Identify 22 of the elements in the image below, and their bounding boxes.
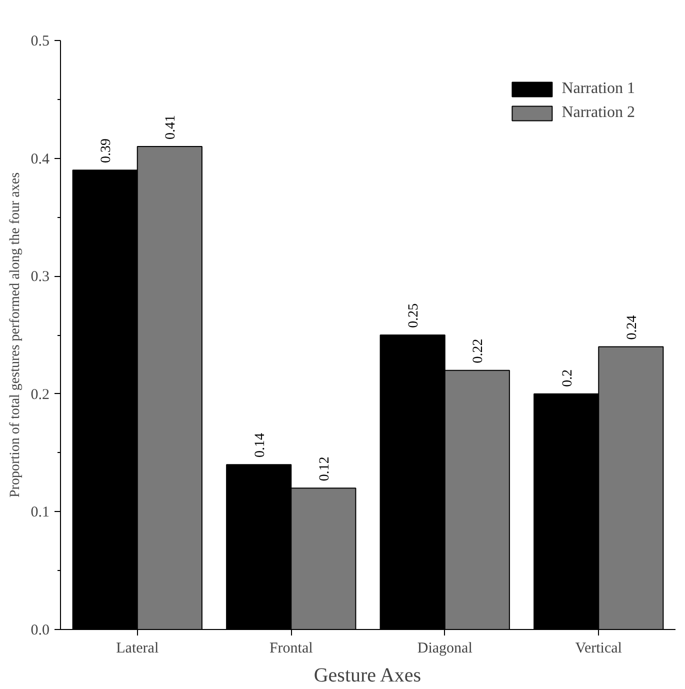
data-label: 0.39 (99, 138, 114, 164)
data-label: 0.12 (317, 456, 332, 482)
x-tick-label: Diagonal (417, 640, 472, 656)
y-tick-label: 0.1 (30, 504, 50, 521)
y-tick-label: 0.0 (30, 622, 50, 638)
data-label: 0.14 (252, 433, 268, 458)
data-label: 0.24 (624, 315, 640, 340)
x-tick-label: Lateral (116, 640, 159, 656)
data-label: 0.25 (406, 303, 422, 328)
y-tick-label: 0.5 (30, 34, 50, 50)
legend-label: Narration 2 (562, 104, 635, 122)
x-tick-label: Frontal (269, 640, 313, 656)
y-tick-label: 0.3 (30, 269, 50, 286)
y-tick-label: 0.4 (30, 151, 50, 168)
x-axis-title: Gesture Axes (314, 664, 422, 686)
x-tick-label: Vertical (575, 640, 622, 656)
data-label: 0.22 (471, 338, 486, 364)
data-label: 0.2 (560, 369, 576, 387)
y-tick-label: 0.2 (30, 386, 50, 403)
data-label: 0.41 (164, 114, 179, 140)
y-axis-title: Proportion of total gestures performed along the four axes (8, 172, 23, 498)
legend-label: Narration 1 (562, 80, 635, 98)
